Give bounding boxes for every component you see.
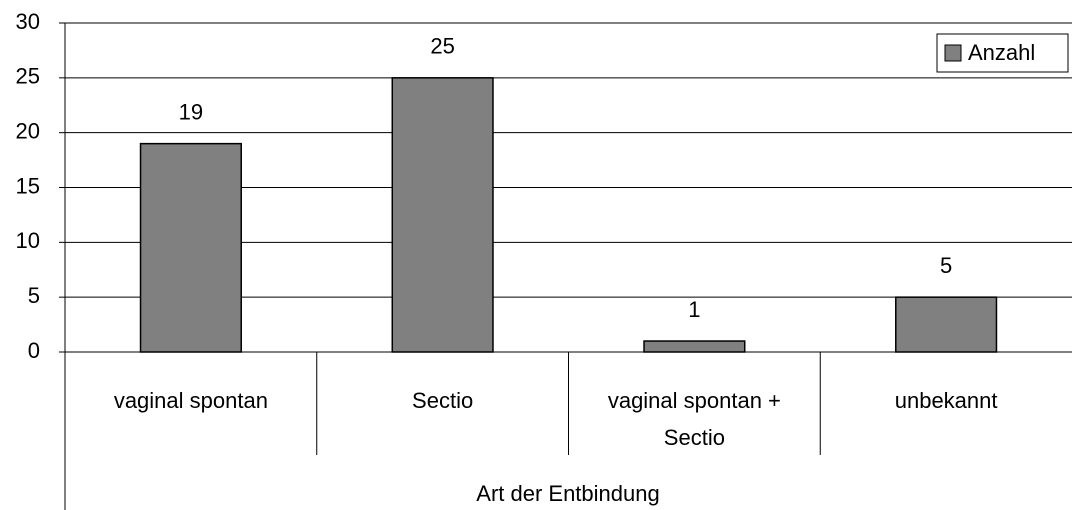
- bar: [139, 142, 242, 353]
- y-tick-label: 20: [16, 118, 40, 143]
- bar: [895, 296, 998, 353]
- x-tick-label: vaginal spontan: [113, 388, 268, 413]
- x-tick-label: unbekannt: [894, 388, 998, 413]
- x-tick-label-box: Sectio: [412, 388, 474, 413]
- x-axis-title: Art der Entbindung: [476, 481, 659, 506]
- y-tick-label: 10: [16, 228, 40, 253]
- legend-label: Anzahl: [968, 40, 1035, 65]
- data-label: 5: [940, 253, 952, 278]
- y-tick-label: 0: [28, 338, 40, 363]
- bar: [643, 340, 746, 353]
- y-tick-label: 5: [28, 283, 40, 308]
- data-label: 19: [179, 99, 203, 124]
- y-tick-label: 15: [16, 173, 40, 198]
- legend: Anzahl: [936, 33, 1069, 73]
- bar: [391, 77, 494, 353]
- x-tick-label: Sectio: [412, 388, 474, 413]
- x-tick-label: vaginal spontan + Sectio: [607, 388, 781, 450]
- y-tick-label: 30: [16, 9, 40, 34]
- x-tick-label-box: vaginal spontan + Sectio: [607, 388, 781, 450]
- y-tick-label: 25: [16, 64, 40, 89]
- data-label: 1: [688, 297, 700, 322]
- legend-swatch: [944, 44, 962, 62]
- x-tick-label-box: vaginal spontan: [113, 388, 268, 413]
- x-tick-label-box: unbekannt: [894, 388, 998, 413]
- data-label: 25: [430, 34, 454, 59]
